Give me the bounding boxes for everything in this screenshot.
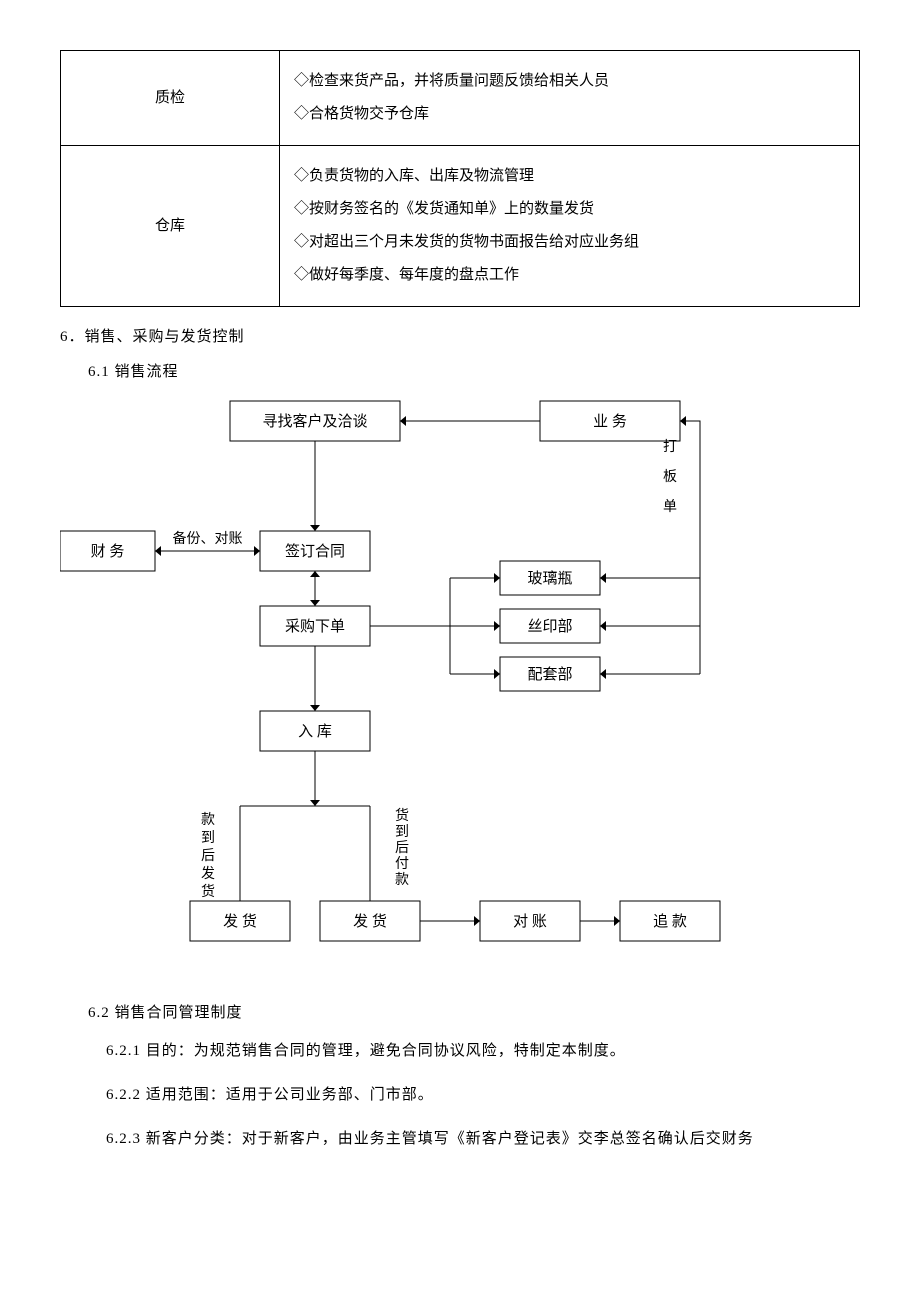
para-6-2-1: 6.2.1 目的：为规范销售合同的管理，避免合同协议风险，特制定本制度。 [106,1036,860,1066]
svg-text:寻找客户及洽谈: 寻找客户及洽谈 [262,413,367,430]
svg-text:货: 货 [395,807,409,824]
svg-text:款: 款 [201,812,215,828]
dept-label: 仓库 [61,146,280,307]
svg-text:发 货: 发 货 [353,913,387,930]
heading-6-1: 6.1 销售流程 [88,360,860,381]
svg-text:追 款: 追 款 [653,913,687,930]
svg-text:采购下单: 采购下单 [285,618,345,635]
svg-text:签订合同: 签订合同 [285,543,345,560]
item: ◇对超出三个月未发货的货物书面报告给对应业务组 [294,226,845,259]
svg-text:款: 款 [395,872,409,888]
responsibility-table: 质检 ◇检查来货产品，并将质量问题反馈给相关人员 ◇合格货物交予仓库 仓库 ◇负… [60,50,860,307]
svg-text:发: 发 [201,866,215,882]
item: ◇按财务签名的《发货通知单》上的数量发货 [294,193,845,226]
svg-text:财 务: 财 务 [91,543,125,560]
svg-text:货: 货 [201,883,215,900]
dept-label: 质检 [61,51,280,146]
svg-text:对 账: 对 账 [513,913,547,930]
svg-text:到: 到 [395,824,409,840]
svg-text:备份、对账: 备份、对账 [173,530,243,547]
svg-text:业 务: 业 务 [593,413,627,430]
svg-text:单: 单 [663,499,677,515]
item: ◇合格货物交予仓库 [294,98,845,131]
svg-text:丝印部: 丝印部 [527,618,572,635]
svg-text:配套部: 配套部 [527,666,572,683]
table-row: 仓库 ◇负责货物的入库、出库及物流管理 ◇按财务签名的《发货通知单》上的数量发货… [61,146,860,307]
svg-text:付: 付 [395,856,409,872]
item: ◇检查来货产品，并将质量问题反馈给相关人员 [294,65,845,98]
item: ◇做好每季度、每年度的盘点工作 [294,259,845,292]
svg-text:板: 板 [663,469,677,485]
para-6-2-3: 6.2.3 新客户分类：对于新客户，由业务主管填写《新客户登记表》交李总签名确认… [106,1124,860,1154]
svg-text:后: 后 [395,840,409,856]
sales-flowchart: 寻找客户及洽谈业 务财 务签订合同采购下单玻璃瓶丝印部配套部入 库发 货发 货对… [60,391,860,971]
table-row: 质检 ◇检查来货产品，并将质量问题反馈给相关人员 ◇合格货物交予仓库 [61,51,860,146]
heading-6-2: 6.2 销售合同管理制度 [88,1001,860,1022]
svg-text:入 库: 入 库 [298,723,332,740]
para-6-2-2: 6.2.2 适用范围：适用于公司业务部、门市部。 [106,1080,860,1110]
heading-6: 6．销售、采购与发货控制 [60,325,860,346]
svg-text:打: 打 [663,438,677,455]
svg-text:后: 后 [201,848,215,864]
svg-text:玻璃瓶: 玻璃瓶 [527,570,572,587]
dept-items: ◇负责货物的入库、出库及物流管理 ◇按财务签名的《发货通知单》上的数量发货 ◇对… [280,146,860,307]
dept-items: ◇检查来货产品，并将质量问题反馈给相关人员 ◇合格货物交予仓库 [280,51,860,146]
item: ◇负责货物的入库、出库及物流管理 [294,160,845,193]
svg-text:到: 到 [201,830,215,846]
svg-text:发 货: 发 货 [223,913,257,930]
